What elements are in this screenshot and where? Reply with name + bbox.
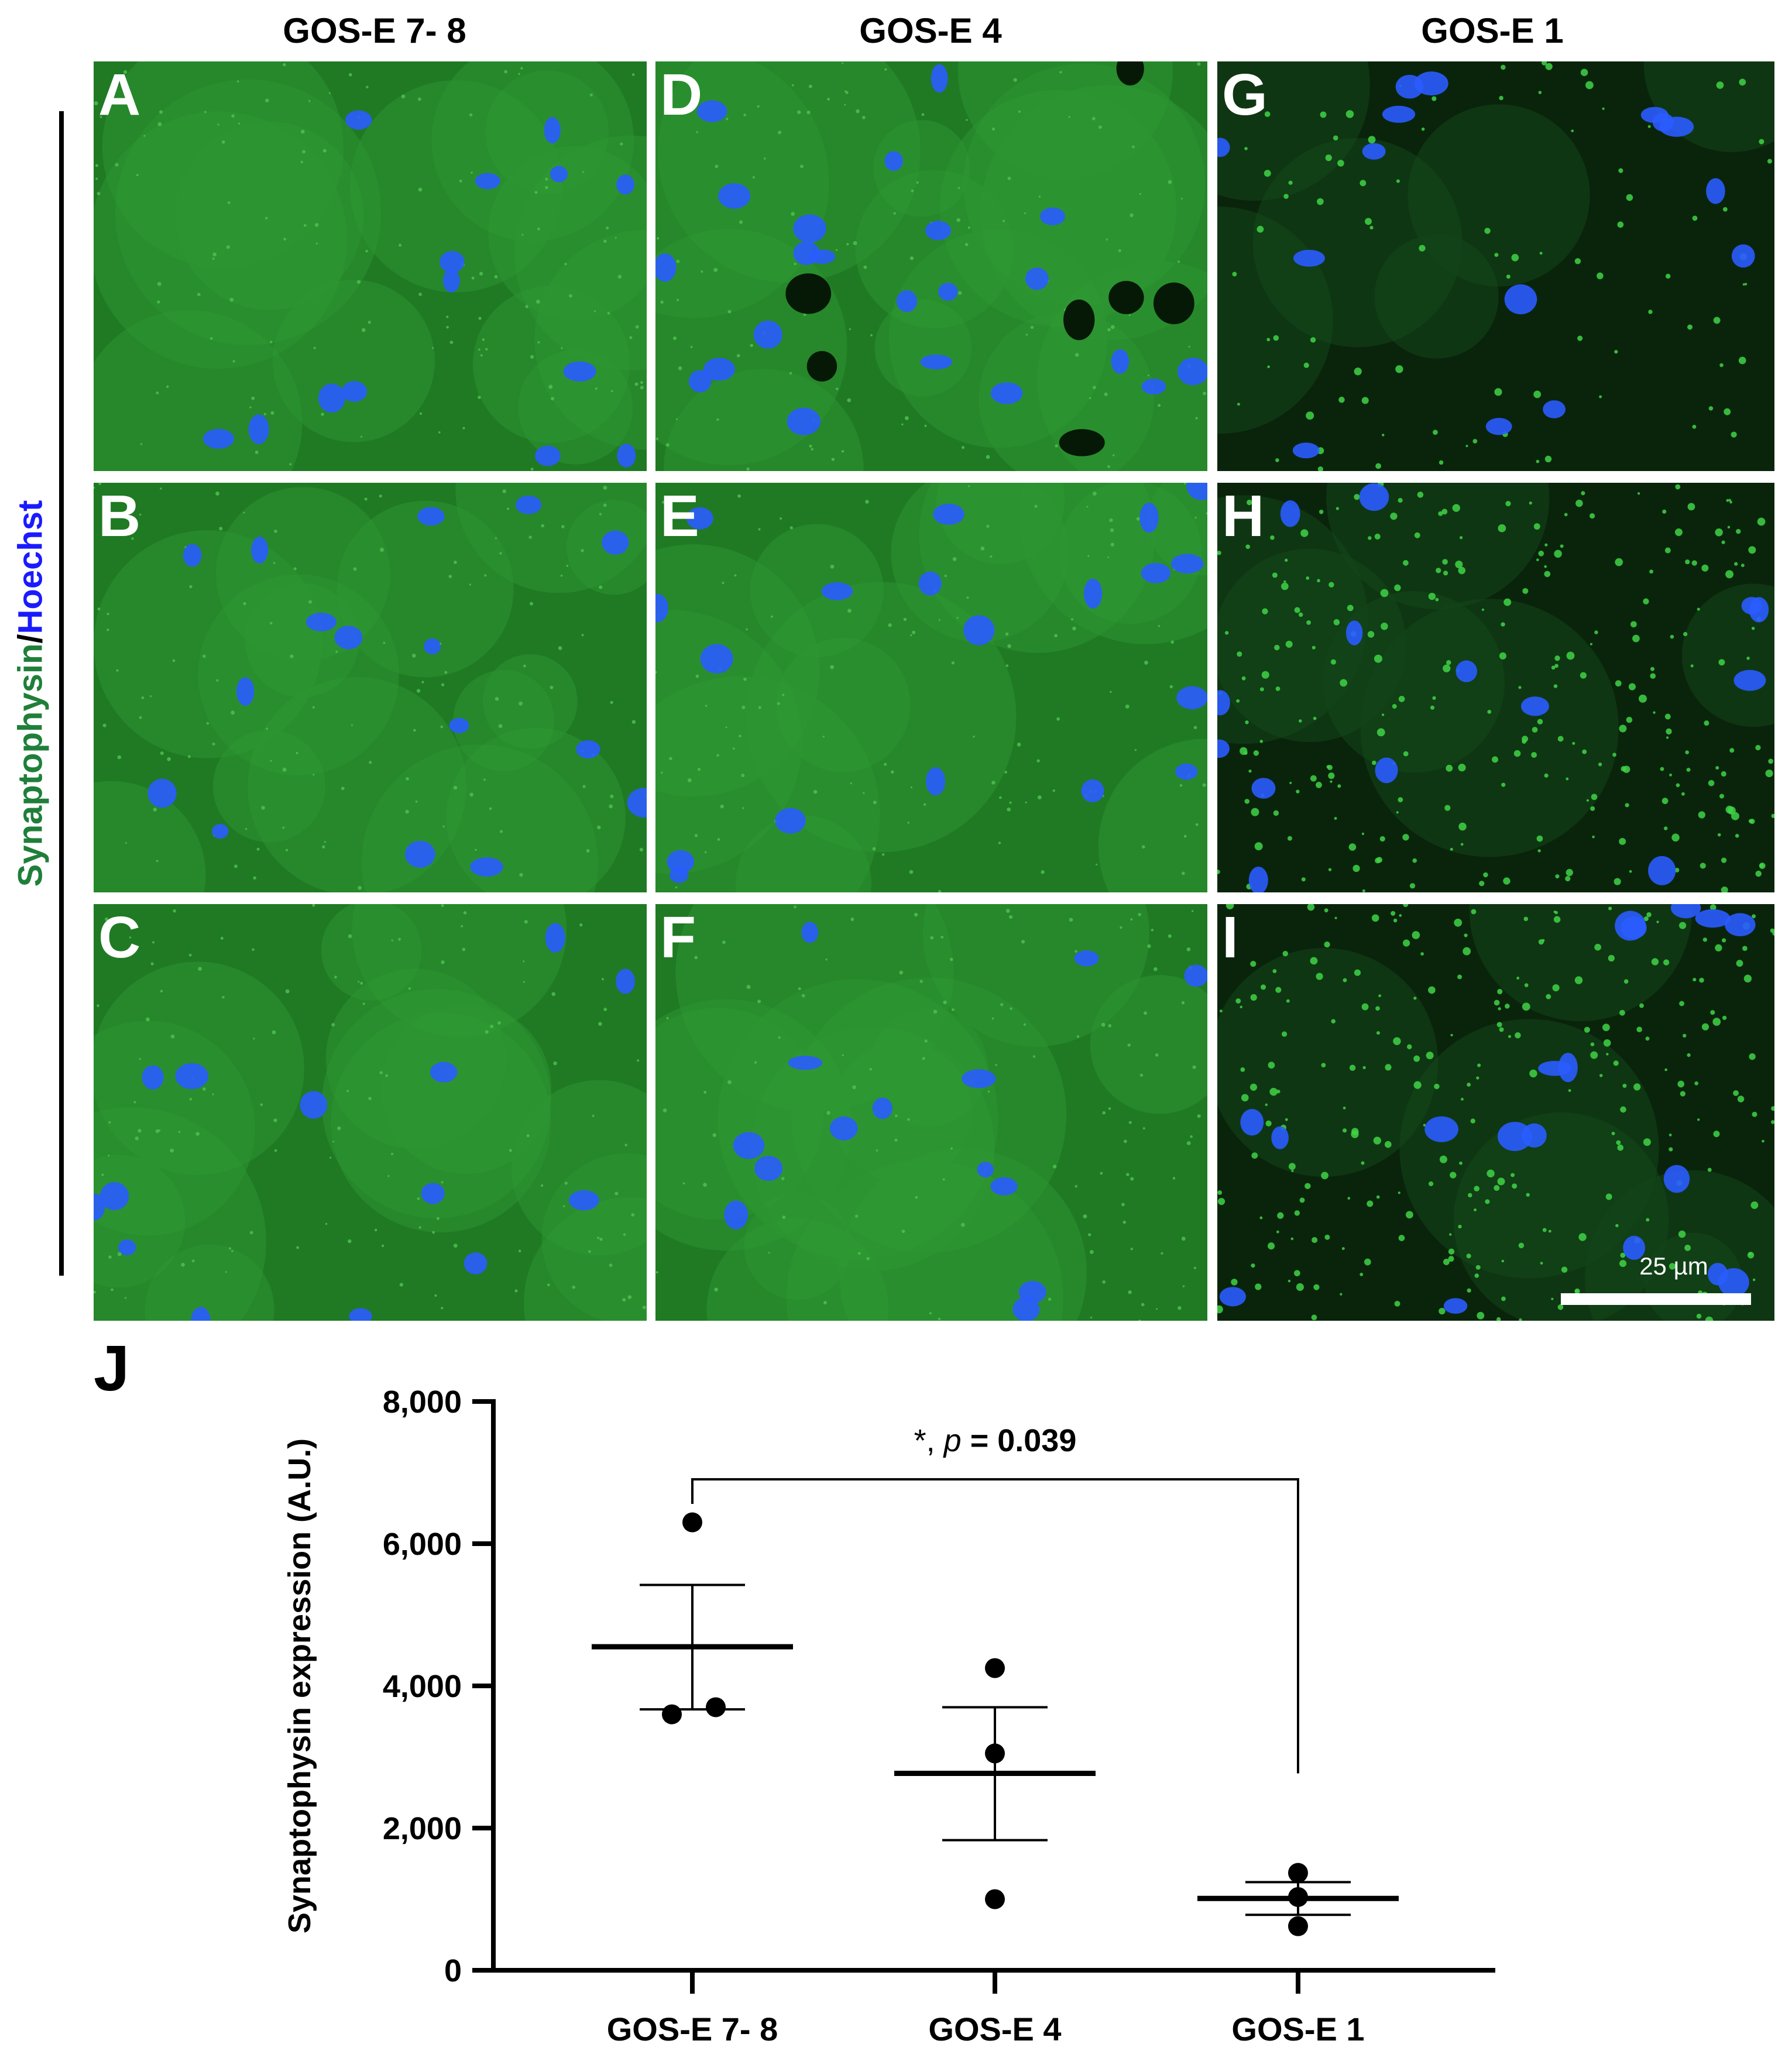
row-grouping-bar [59, 111, 64, 1276]
panel-letter-h: H [1222, 483, 1265, 549]
micrograph-image [94, 904, 647, 1321]
x-tick-label: GOS-E 7- 8 [607, 2011, 778, 2048]
column-header-gose-7-8: GOS-E 7- 8 [283, 11, 466, 50]
y-tick-label: 4,000 [383, 1669, 462, 1704]
significance-label: *, p = 0.039 [914, 1423, 1077, 1458]
panel-letter-i: I [1222, 905, 1238, 970]
micrograph-image [1217, 61, 1774, 471]
data-point [985, 1889, 1005, 1909]
y-tick-label: 2,000 [383, 1811, 462, 1846]
x-tick-label: GOS-E 1 [1231, 2011, 1364, 2048]
stain-label-hoechst: Hoechst [11, 500, 50, 634]
data-point [706, 1697, 726, 1717]
x-tick-label: GOS-E 4 [928, 2011, 1061, 2048]
panel-letter-f: F [660, 905, 696, 970]
panel-letter-d: D [660, 62, 703, 128]
stain-label-separator: / [11, 634, 50, 644]
micrograph-panel-c: C [94, 904, 647, 1321]
panel-letter-g: G [1222, 62, 1268, 128]
y-tick-label: 6,000 [383, 1527, 462, 1562]
micrograph-panel-e: E [655, 483, 1207, 892]
y-tick-label: 8,000 [383, 1385, 462, 1420]
column-header-gose-4: GOS-E 4 [859, 11, 1002, 50]
micrograph-panel-f: F [655, 904, 1207, 1321]
micrograph-image [94, 483, 647, 892]
data-point [985, 1743, 1005, 1764]
micrograph-image [1217, 904, 1774, 1321]
micrograph-panel-b: B [94, 483, 647, 892]
panel-letter-e: E [660, 483, 699, 549]
micrograph-panel-h: H [1217, 483, 1774, 892]
panel-letter-a: A [98, 62, 141, 128]
micrograph-image [655, 904, 1207, 1321]
data-point [662, 1704, 682, 1725]
stain-label: Synaptophysin/Hoechst [11, 500, 50, 887]
significance-bracket [691, 1478, 1299, 1774]
data-point [682, 1512, 702, 1533]
y-tick-label: 0 [444, 1953, 462, 1988]
scatter-chart: 0 2,000 4,000 6,000 8,000 Synaptophysin expre… [282, 1385, 1495, 2048]
micrograph-image [94, 61, 647, 471]
data-point [1288, 1887, 1308, 1907]
data-point [1288, 1863, 1308, 1883]
panel-letter-j: J [94, 1332, 130, 1404]
data-point [985, 1658, 1005, 1678]
micrograph-panel-d: D [655, 61, 1207, 471]
micrograph-image [1217, 483, 1774, 892]
column-header-gose-1: GOS-E 1 [1421, 11, 1564, 50]
panel-letter-c: C [98, 905, 141, 970]
micrograph-panel-g: G [1217, 61, 1774, 471]
micrograph-image [655, 61, 1207, 471]
scale-bar-label: 25 µm [1639, 1252, 1708, 1280]
micrograph-image [655, 483, 1207, 892]
panel-letter-b: B [98, 483, 141, 549]
micrograph-panel-i: I [1217, 904, 1774, 1321]
data-point [1288, 1916, 1308, 1936]
stain-label-synaptophysin: Synaptophysin [11, 643, 50, 887]
y-axis-label: Synaptophysin expression (A.U.) [282, 1438, 317, 1933]
micrograph-panel-a: A [94, 61, 647, 471]
scale-bar [1561, 1293, 1751, 1305]
